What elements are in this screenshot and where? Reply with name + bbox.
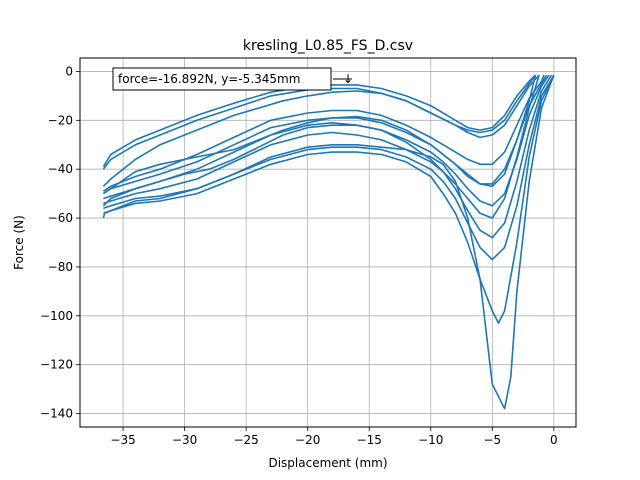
series-line [103,74,555,261]
x-axis-label: Displacement (mm) [268,456,387,470]
series-group [102,74,555,410]
annotation-arrow-head: ↓ [343,72,353,86]
chart-title: kresling_L0.85_FS_D.csv [243,38,413,54]
y-tick-label: −60 [48,211,73,225]
x-tick-label: −30 [172,433,197,447]
y-axis-label: Force (N) [12,215,26,270]
y-tick-label: 0 [65,64,73,78]
plot-frame [79,57,577,428]
y-tick-label: −20 [48,113,73,127]
x-tick-label: −25 [233,433,258,447]
y-tick-label: −80 [48,260,73,274]
axis-ticks: −35 −30 −25 −20 −15 −10 −5 0 0 −20 −40 −60 −80 −100 −1… [40,64,558,447]
y-tick-label: −100 [40,309,73,323]
x-tick-label: −35 [110,433,135,447]
series-line [103,74,555,324]
series-line [103,74,553,239]
series-line [102,74,548,195]
x-tick-label: 0 [550,433,558,447]
series-line [102,74,537,187]
x-tick-label: −20 [295,433,320,447]
series-line [102,74,537,195]
series-line [102,74,545,192]
x-tick-label: −5 [483,433,501,447]
y-tick-label: −140 [40,407,73,421]
y-tick-label: −40 [48,162,73,176]
series-line [102,74,536,168]
annotation: force=-16.892N, y=-5.345mm ↓ [112,67,353,91]
annotation-text: force=-16.892N, y=-5.345mm [118,72,300,86]
x-tick-label: −15 [357,433,382,447]
annotation-box [112,67,332,91]
series-line [102,74,540,219]
x-tick-label: −10 [418,433,443,447]
y-tick-label: −120 [40,358,73,372]
